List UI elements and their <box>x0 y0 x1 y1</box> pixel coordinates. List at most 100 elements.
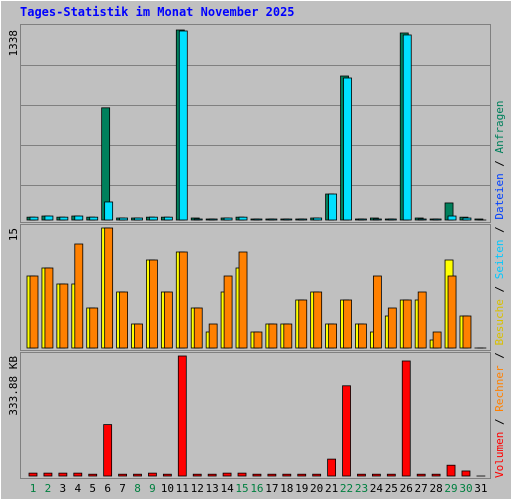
bar <box>447 215 457 221</box>
bar <box>44 267 54 349</box>
bar <box>253 218 263 221</box>
bar <box>74 215 84 221</box>
bar <box>431 473 441 477</box>
bar <box>59 216 69 221</box>
bar <box>386 473 396 477</box>
legend-entry: Anfragen <box>493 100 506 153</box>
bar <box>313 217 323 221</box>
bar <box>43 472 53 477</box>
bar <box>312 473 322 477</box>
legend-separator: / <box>493 346 506 366</box>
panel <box>20 24 491 223</box>
bar <box>343 77 352 221</box>
bar <box>104 227 114 349</box>
x-tick-label: 6 <box>104 482 111 495</box>
bar <box>357 473 366 477</box>
x-tick-label: 18 <box>280 482 293 495</box>
legend-entry: Seiten <box>493 240 506 280</box>
bar <box>28 472 38 477</box>
bar <box>29 216 39 221</box>
bar <box>447 275 457 349</box>
x-tick-label: 23 <box>355 482 368 495</box>
bar <box>223 275 233 349</box>
x-tick-label: 14 <box>220 482 234 495</box>
bar <box>297 473 307 477</box>
bar <box>73 472 83 477</box>
bar <box>149 216 158 221</box>
bar <box>327 458 337 477</box>
bar <box>177 355 187 477</box>
bar <box>178 30 188 221</box>
bar <box>163 216 173 221</box>
x-tick-label: 2 <box>45 482 52 495</box>
bar <box>417 218 427 221</box>
x-tick-label: 16 <box>250 482 263 495</box>
bar <box>252 473 262 477</box>
bar <box>432 331 442 349</box>
x-tick-label: 3 <box>60 482 67 495</box>
bar <box>134 217 143 221</box>
x-tick-label: 11 <box>176 482 189 495</box>
bar <box>268 323 278 349</box>
panel <box>20 352 491 479</box>
bar <box>462 217 472 221</box>
x-tick-label: 30 <box>459 482 472 495</box>
bar <box>208 323 218 349</box>
x-tick-label: 13 <box>206 482 219 495</box>
x-tick-label: 22 <box>340 482 353 495</box>
legend: Volumen / Rechner / Besuche / Seiten / D… <box>493 100 506 478</box>
bar <box>119 217 128 221</box>
bar <box>89 307 99 349</box>
bar <box>282 473 292 477</box>
legend-separator: / <box>493 279 506 299</box>
x-tick-label: 26 <box>400 482 413 495</box>
bar <box>103 424 113 477</box>
bar <box>253 331 263 349</box>
bar <box>208 218 218 221</box>
bar <box>29 275 39 349</box>
x-tick-label: 1 <box>30 482 37 495</box>
bar <box>59 283 69 349</box>
bar <box>237 472 247 477</box>
x-tick-label: 25 <box>385 482 398 495</box>
chart-title: Tages-Statistik im Monat November 2025 <box>20 5 295 19</box>
legend-entry: Volumen <box>493 432 506 478</box>
bar <box>74 243 84 349</box>
bar <box>371 473 381 477</box>
bar <box>222 472 232 477</box>
bar <box>58 472 68 477</box>
legend-separator: / <box>493 220 506 240</box>
bar <box>133 473 142 477</box>
bar <box>402 299 412 349</box>
bar <box>298 299 308 349</box>
bar <box>372 218 382 221</box>
x-tick-label: 10 <box>161 482 174 495</box>
bar <box>119 291 128 349</box>
x-tick-label: 29 <box>444 482 457 495</box>
bar <box>89 216 99 221</box>
bar <box>238 216 248 221</box>
x-tick-label: 21 <box>325 482 338 495</box>
bar <box>134 323 143 349</box>
bar <box>387 307 397 349</box>
bar <box>416 473 426 477</box>
y-tick-label: 15 <box>7 228 20 241</box>
x-tick-label: 20 <box>310 482 323 495</box>
bar <box>193 218 203 221</box>
x-tick-label: 28 <box>429 482 442 495</box>
y-tick-label: 1338 <box>7 30 20 57</box>
x-tick-label: 7 <box>119 482 126 495</box>
x-tick-label: 12 <box>191 482 204 495</box>
bar <box>328 323 338 349</box>
bar <box>193 307 203 349</box>
decoration <box>21 65 490 186</box>
bar <box>104 201 114 221</box>
bar <box>313 291 323 349</box>
bar <box>358 218 367 221</box>
bar <box>387 218 397 221</box>
bar <box>178 251 188 349</box>
legend-separator: / <box>493 412 506 432</box>
x-tick-label: 24 <box>370 482 384 495</box>
bar <box>148 472 157 477</box>
x-tick-label: 4 <box>74 482 81 495</box>
